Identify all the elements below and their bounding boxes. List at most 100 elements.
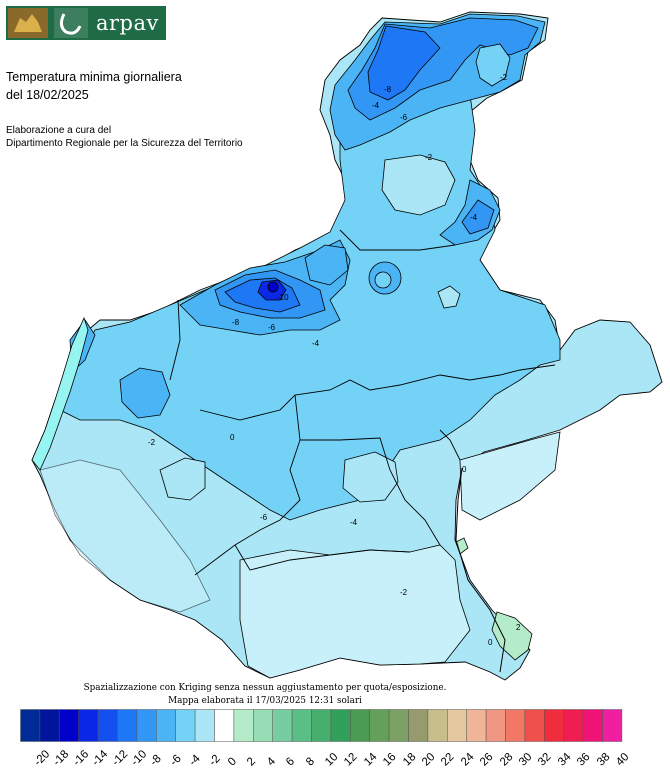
legend-tick-label: -8 [148,752,165,769]
contour-label: -2 [148,438,156,447]
contour-label: 0 [230,433,235,442]
map-title: Temperatura minima giornaliera del 18/02… [6,68,182,104]
veneto-temperature-map: -8 -6 -4 -2 -2 -4 -6 -8 -10 -4 -2 0 0 -2 -4 -6 0 2 [31,11,663,681]
province-borders [169,229,556,576]
legend-tick-label: -18 [51,748,72,769]
legend-tick-label: 32 [536,750,554,769]
legend-tick-label: 14 [361,750,380,769]
island-minus2-small [437,285,461,309]
zone-minus8-east [461,199,495,235]
legend-swatch [20,709,41,742]
lake-garda-zone [31,316,89,471]
legend-swatch [485,709,506,742]
legend-swatch [544,709,564,742]
arpav-logo: arpav [6,6,166,40]
legend-swatch [369,709,390,742]
legend-swatch [330,709,351,742]
legend-tick-label: 18 [400,750,419,769]
legend-swatch [214,709,235,742]
contour-label: -10 [277,293,289,302]
cold-spot-center [267,281,279,293]
legend-swatch [59,709,79,742]
contour-labels: -8 -6 -4 -2 -2 -4 -6 -8 -10 -4 -2 0 0 -2 -4 -6 0 2 [148,73,521,647]
legend-tick-label: -4 [187,752,203,769]
contour-label: -4 [312,339,320,348]
legend-tick-label: -10 [129,748,150,769]
contour-label: -6 [400,113,408,122]
island-minus6-b [304,244,349,286]
legend-swatch [563,709,584,742]
legend-swatch [602,709,623,742]
contour-label: -4 [470,213,478,222]
legend-tick-label: 4 [264,755,278,769]
credit: Elaborazione a cura del Dipartimento Reg… [6,124,243,150]
legend-tick-label: 34 [555,750,574,769]
title-line-1: Temperatura minima giornaliera [6,70,182,84]
legend-swatch [582,709,603,742]
footnote-method: Spazializzazione con Kriging senza nessu… [83,683,447,693]
contour-label: 0 [462,465,467,474]
arpav-mark-icon [54,8,88,38]
contour-label: -2 [425,153,433,162]
legend-tick-label: 26 [478,750,496,769]
credit-line-1: Elaborazione a cura del [6,125,112,136]
legend-tick-label: 12 [342,750,360,769]
legend-tick-label: 16 [381,750,399,769]
island-minus4-a [374,271,392,289]
legend-swatch [194,709,215,742]
legend-swatch [136,709,157,742]
legend-swatch [78,709,99,742]
legend-tick-label: 30 [517,750,535,769]
contour-label: -8 [384,85,392,94]
legend-tick-label: 6 [284,755,298,769]
zone-minus10-north [367,25,441,101]
legend-swatch [447,709,467,742]
footnote-date: Mappa elaborata il 17/03/2025 12:31 sola… [168,696,362,706]
credit-line-2: Dipartimento Regionale per la Sicurezza … [6,138,243,149]
legend-swatch [466,709,487,742]
legend-tick-label: 20 [420,750,438,769]
contour-label: -6 [268,323,276,332]
legend-tick-label: 38 [594,750,613,769]
zone-positive-coast [491,611,533,661]
legend-tick-label: -20 [32,748,53,769]
legend-tick-label: 28 [497,750,516,769]
legend-tick-label: 10 [323,750,341,769]
island-minus4-ne [475,43,511,87]
legend-tick-label: -6 [167,752,184,769]
legend-swatch [272,709,293,742]
legend-tick-label: -12 [109,748,130,769]
legend-swatch [505,709,526,742]
legend-swatch [175,709,196,742]
legend-swatch [253,709,273,742]
lion-emblem-icon [8,8,48,38]
zone-zero-south [239,544,471,679]
contour-label: -2 [400,588,408,597]
title-date: del 18/02/2025 [6,88,89,102]
contour-label: 2 [516,623,521,632]
legend-tick-label: -14 [90,748,111,769]
zone-zero-southwest [39,459,211,613]
legend-swatch [408,709,429,742]
color-legend [20,709,623,742]
legend-swatch [388,709,409,742]
legend-tick-label: 0 [226,755,240,769]
legend-tick-label: 8 [303,755,317,769]
legend-tick-label: -2 [206,752,223,769]
legend-swatch [117,709,138,742]
legend-swatch [233,709,254,742]
zone-zero-east [459,431,561,521]
contour-label: -6 [260,513,268,522]
island-minus2-west [159,457,206,501]
legend-tick-label: 24 [458,750,477,769]
zone-minus6-west [119,367,171,419]
legend-tick-label: 40 [614,750,632,769]
contour-label: -2 [500,73,508,82]
legend-swatch [97,709,118,742]
coastline [455,467,506,673]
contour-label: -8 [232,318,240,327]
logo-text: arpav [96,11,159,35]
contour-label: -4 [372,101,380,110]
island-minus2-center [342,451,399,503]
legend-swatch [427,709,448,742]
